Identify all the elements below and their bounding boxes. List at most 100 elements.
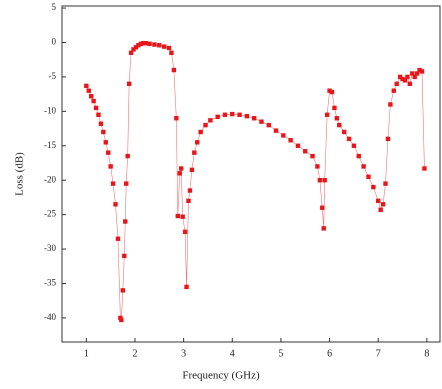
point — [182, 229, 188, 235]
point — [110, 181, 116, 186]
x-tick-label: 4 — [230, 348, 235, 359]
point — [407, 81, 413, 87]
point — [281, 133, 286, 138]
point — [295, 143, 301, 148]
point — [198, 129, 203, 135]
point — [113, 202, 118, 207]
point — [346, 136, 352, 142]
point — [84, 83, 89, 89]
point — [123, 219, 128, 224]
x-tick-label: 3 — [181, 348, 186, 359]
point — [208, 118, 213, 123]
point — [230, 111, 235, 117]
point — [108, 164, 113, 169]
point — [259, 119, 264, 124]
point — [184, 284, 189, 290]
point — [157, 43, 162, 48]
point — [180, 214, 185, 219]
point — [125, 153, 130, 159]
point — [341, 129, 347, 135]
y-tick-label: 5 — [52, 2, 57, 12]
point — [385, 136, 391, 142]
point — [91, 98, 96, 104]
point — [315, 164, 320, 169]
point — [324, 112, 330, 117]
point — [400, 76, 405, 82]
point — [133, 45, 139, 50]
point — [376, 198, 381, 204]
point — [422, 166, 427, 171]
point — [237, 112, 242, 117]
point — [143, 40, 148, 46]
point — [327, 88, 332, 93]
point — [195, 140, 200, 145]
y-tick-label: -40 — [44, 312, 56, 322]
point — [417, 67, 422, 73]
point — [152, 42, 157, 47]
point — [96, 112, 101, 117]
point — [203, 122, 208, 128]
point — [310, 153, 315, 159]
point — [380, 202, 386, 207]
point — [288, 138, 293, 143]
point — [131, 47, 136, 52]
x-tick-label: 1 — [84, 348, 89, 359]
y-tick-label: -5 — [49, 71, 57, 81]
point — [321, 226, 326, 231]
point — [394, 81, 399, 87]
point — [334, 116, 340, 121]
point — [126, 81, 132, 87]
point — [106, 150, 111, 155]
point — [189, 167, 195, 173]
plot-frame — [61, 5, 441, 343]
point — [101, 129, 106, 135]
point — [93, 105, 99, 111]
y-tick-label: -30 — [44, 243, 56, 253]
point — [303, 149, 308, 154]
point — [391, 88, 396, 93]
point — [383, 181, 388, 186]
point — [161, 44, 167, 49]
point — [222, 112, 228, 117]
point — [329, 89, 335, 95]
x-tick-label: 7 — [376, 348, 381, 359]
y-tick-label: 0 — [52, 37, 57, 47]
point — [251, 116, 257, 121]
x-tick-label: 2 — [132, 348, 137, 359]
point — [187, 188, 193, 193]
point — [419, 69, 425, 74]
point — [147, 41, 152, 47]
y-tick-label: -15 — [44, 140, 56, 150]
point — [405, 74, 410, 80]
point — [138, 41, 144, 47]
point — [124, 181, 129, 186]
point — [88, 93, 94, 99]
point — [388, 102, 393, 107]
point — [175, 213, 180, 219]
x-tick-label: 5 — [278, 348, 283, 359]
x-axis-label: Frequency (GHz) — [182, 370, 260, 382]
point — [322, 177, 327, 183]
y-axis-label: Loss (dB) — [14, 152, 26, 196]
point — [244, 113, 250, 119]
point — [174, 116, 179, 121]
point — [98, 121, 104, 126]
point — [332, 105, 337, 111]
point — [122, 253, 127, 259]
point — [378, 207, 383, 213]
point — [215, 114, 220, 120]
point — [320, 205, 325, 210]
point — [356, 153, 361, 159]
point — [103, 140, 108, 145]
point — [414, 71, 420, 76]
point — [128, 50, 134, 56]
point — [371, 184, 376, 190]
point — [412, 74, 417, 80]
point — [192, 150, 197, 155]
y-tick-label: -25 — [44, 209, 56, 219]
x-tick-label: 8 — [424, 348, 429, 359]
point — [178, 166, 184, 171]
point — [361, 164, 366, 169]
point — [120, 288, 126, 293]
